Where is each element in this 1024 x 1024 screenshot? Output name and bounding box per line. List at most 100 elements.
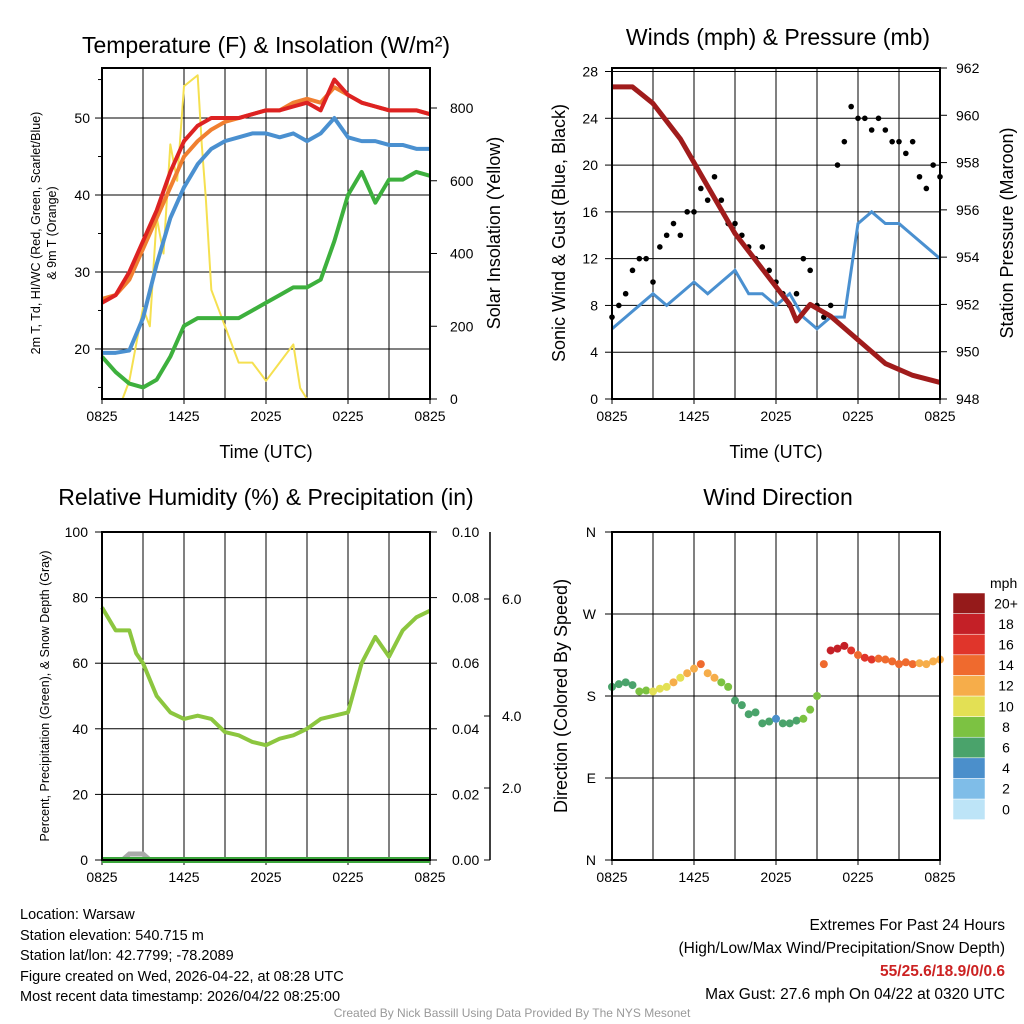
colorbar-label: 6 xyxy=(1002,740,1010,756)
y-tick-label: 12 xyxy=(582,251,598,267)
gust-point xyxy=(930,162,936,168)
wind-direction-point xyxy=(758,719,767,728)
wind-direction-point xyxy=(614,680,623,689)
wind-direction-point xyxy=(929,657,938,666)
wind-direction-point xyxy=(867,655,876,664)
y-tick-label: 30 xyxy=(74,264,90,280)
x-tick-label: 0825 xyxy=(414,869,445,885)
y-tick-label: 16 xyxy=(582,204,598,220)
series-solar-insolation xyxy=(102,74,430,400)
gust-point xyxy=(616,302,622,309)
y-tick-label: 28 xyxy=(582,64,598,80)
colorbar-swatch xyxy=(952,757,986,779)
colorbar-swatch xyxy=(952,675,986,697)
x-tick-label: 0225 xyxy=(332,408,363,424)
y2-tick-label: 0 xyxy=(450,391,458,407)
extremes-values: 55/25.6/18.9/0/0.6 xyxy=(880,963,1005,980)
gust-point xyxy=(711,173,718,180)
panel1-ylabel: 2m T, Td, HI/WC (Red, Green, Scarlet/Blu… xyxy=(29,112,43,355)
wind-direction-point xyxy=(662,682,671,691)
wind-direction-point xyxy=(833,644,842,653)
x-tick-label: 0225 xyxy=(842,408,873,424)
wind-direction-point xyxy=(785,719,794,728)
series-td xyxy=(100,169,431,390)
y-tick-label: 4 xyxy=(590,344,598,360)
series-hi-wc xyxy=(102,116,430,355)
y-tick-label: 80 xyxy=(72,590,88,606)
x-tick-label: 1425 xyxy=(168,869,199,885)
x-tick-label: 0825 xyxy=(86,869,117,885)
wind-direction-point xyxy=(874,654,883,663)
location: Location: Warsaw xyxy=(20,907,135,923)
gust-point xyxy=(793,290,800,297)
panel2-y2label: Station Pressure (Maroon) xyxy=(997,127,1017,338)
x-tick-label: 0825 xyxy=(86,408,117,424)
wind-direction-point xyxy=(621,678,630,687)
wind-direction-point xyxy=(635,687,644,696)
gust-point xyxy=(862,115,868,122)
wind-direction-point xyxy=(854,651,862,659)
wind-direction-point xyxy=(840,641,849,650)
wind-direction-point xyxy=(881,655,890,664)
snow-tick-label: 4.0 xyxy=(502,708,522,724)
wind-direction-point xyxy=(922,660,931,669)
wind-direction-point xyxy=(696,660,705,669)
colorbar-swatch xyxy=(952,798,986,820)
panel2-xlabel: Time (UTC) xyxy=(729,442,822,462)
colorbar-swatch xyxy=(952,736,986,759)
panel1-title: Temperature (F) & Insolation (W/m²) xyxy=(82,32,450,58)
figure-created: Figure created on Wed, 2026-04-22, at 08… xyxy=(20,968,344,985)
gust-point xyxy=(916,173,923,180)
y-tick-label: S xyxy=(587,688,596,704)
wind-direction-point xyxy=(792,716,801,725)
y2-tick-label: 952 xyxy=(956,296,980,312)
colorbar-label: 12 xyxy=(998,678,1014,694)
x-tick-label: 1425 xyxy=(168,408,199,424)
wind-direction-point xyxy=(649,687,657,696)
gust-point xyxy=(643,255,649,262)
gust-point xyxy=(827,302,834,309)
colorbar-swatch xyxy=(952,778,986,800)
y-tick-label: N xyxy=(586,852,596,868)
wind-direction-point xyxy=(819,660,828,669)
wind-direction-point xyxy=(772,714,780,723)
colorbar-swatch xyxy=(952,633,986,656)
wind-direction-point xyxy=(676,673,685,682)
y2-tick-label: 200 xyxy=(450,318,474,334)
gust-point xyxy=(732,220,738,227)
x-tick-label: 1425 xyxy=(678,869,709,885)
gust-point xyxy=(684,209,690,215)
panel2-title: Winds (mph) & Pressure (mb) xyxy=(626,24,930,50)
y-tick-label: 60 xyxy=(72,655,88,671)
series-sonic-wind xyxy=(611,209,941,331)
colorbar-swatch xyxy=(952,592,986,614)
y-tick-label: 0 xyxy=(80,852,88,868)
panel3-title: Relative Humidity (%) & Precipitation (i… xyxy=(58,484,473,510)
gust-point xyxy=(896,138,902,145)
extremes-subtitle: (High/Low/Max Wind/Precipitation/Snow De… xyxy=(678,940,1006,957)
y2-tick-label: 960 xyxy=(956,107,980,123)
panel3-ylabel: Percent, Precipitation (Green), & Snow D… xyxy=(38,550,52,841)
y-tick-label: E xyxy=(587,770,596,786)
y2-tick-label: 956 xyxy=(956,202,980,218)
y2-tick-label: 400 xyxy=(450,246,474,262)
colorbar-label: 16 xyxy=(998,637,1014,653)
colorbar-label: 10 xyxy=(998,698,1014,714)
y2-tick-label: 0.00 xyxy=(452,852,479,868)
colorbar-swatch xyxy=(952,716,986,738)
station-info: Location: Warsaw Station elevation: 540.… xyxy=(20,905,344,1008)
gust-point xyxy=(691,209,697,215)
wind-direction-point xyxy=(813,692,821,700)
gust-point xyxy=(882,127,889,133)
gust-point xyxy=(889,138,895,145)
panel1-xlabel: Time (UTC) xyxy=(219,442,312,462)
y-tick-label: 100 xyxy=(65,524,89,540)
credit: Created By Nick Bassill Using Data Provi… xyxy=(333,1006,691,1020)
colorbar-swatch xyxy=(952,654,986,676)
y-tick-label: 40 xyxy=(74,187,90,203)
lat-lon: Station lat/lon: 42.7799; -78.2089 xyxy=(20,948,234,964)
wind-direction-point xyxy=(765,717,774,726)
gust-point xyxy=(698,185,704,192)
wind-direction-point xyxy=(888,657,897,666)
y-tick-label: 8 xyxy=(590,297,598,313)
